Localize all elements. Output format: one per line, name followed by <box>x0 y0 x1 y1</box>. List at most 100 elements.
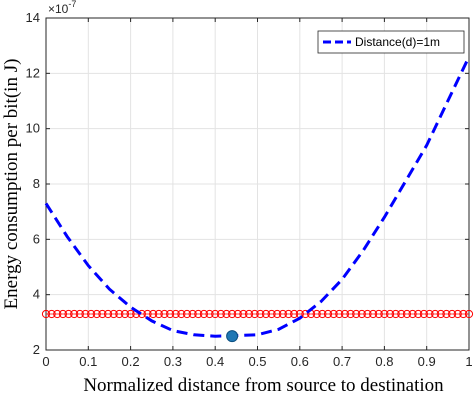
y-tick-label: 8 <box>33 176 40 191</box>
threshold-marker <box>244 309 254 319</box>
y-tick-label: 12 <box>26 65 40 80</box>
threshold-marker <box>87 309 96 319</box>
threshold-marker <box>459 309 468 319</box>
threshold-marker <box>374 309 383 319</box>
threshold-marker <box>453 309 462 319</box>
threshold-marker <box>165 309 175 319</box>
legend: Distance(d)=1m <box>317 30 465 54</box>
threshold-marker <box>391 309 400 319</box>
y-tick-label: 2 <box>33 342 40 357</box>
threshold-marker <box>278 309 287 319</box>
threshold-marker <box>120 309 130 319</box>
threshold-marker <box>323 309 333 319</box>
x-tick-label: 0.5 <box>248 354 266 369</box>
threshold-marker <box>149 309 158 319</box>
threshold-marker <box>216 309 225 319</box>
threshold-marker <box>154 309 163 319</box>
threshold-marker <box>346 309 355 319</box>
threshold-marker <box>431 309 440 319</box>
x-tick-label: 0.2 <box>122 354 140 369</box>
x-tick-label: 0.7 <box>333 354 351 369</box>
threshold-marker <box>177 309 186 319</box>
threshold-marker <box>75 309 84 319</box>
y-tick-label: 6 <box>33 231 40 246</box>
threshold-marker <box>256 309 265 319</box>
threshold-marker <box>58 309 68 319</box>
threshold-marker <box>329 309 338 319</box>
threshold-marker <box>92 309 101 319</box>
threshold-marker <box>160 309 169 319</box>
x-tick-label: 0.1 <box>79 354 97 369</box>
threshold-marker <box>70 309 79 319</box>
threshold-marker <box>41 309 51 319</box>
y-tick-labels: 2 4 6 8 10 12 14 <box>26 10 40 357</box>
threshold-marker <box>250 309 259 319</box>
y-tick-label: 10 <box>26 121 40 136</box>
threshold-marker <box>414 309 423 319</box>
threshold-marker <box>239 309 248 319</box>
threshold-marker <box>363 309 372 319</box>
threshold-marker <box>290 309 299 319</box>
threshold-marker <box>261 309 271 319</box>
x-tick-labels: 0 0.1 0.2 0.3 0.4 0.5 0.6 0.7 0.8 0.9 1 <box>42 354 472 369</box>
threshold-marker <box>380 309 389 319</box>
threshold-marker <box>211 309 220 319</box>
threshold-marker <box>436 309 445 319</box>
x-tick-label: 0.8 <box>375 354 393 369</box>
threshold-marker <box>273 309 282 319</box>
threshold-marker <box>352 309 361 319</box>
y-axis-label: Energy consumption per bit(in J) <box>1 59 22 310</box>
x-tick-label: 1 <box>465 354 472 369</box>
x-tick-label: 0.4 <box>206 354 224 369</box>
threshold-marker <box>464 309 474 319</box>
x-tick-label: 0 <box>42 354 49 369</box>
threshold-marker <box>408 309 417 319</box>
y-tick-label: 14 <box>26 10 40 25</box>
y-exponent-power: -7 <box>68 0 76 9</box>
threshold-marker <box>182 309 192 319</box>
threshold-marker <box>442 309 451 319</box>
threshold-marker <box>425 309 434 319</box>
threshold-marker <box>194 309 203 319</box>
threshold-marker <box>402 309 412 319</box>
threshold-marker <box>64 309 73 319</box>
threshold-marker <box>397 309 406 319</box>
threshold-marker <box>357 309 366 319</box>
threshold-marker <box>318 309 327 319</box>
threshold-marker <box>47 309 56 319</box>
threshold-marker <box>103 309 113 319</box>
threshold-marker <box>369 309 378 319</box>
threshold-marker <box>312 309 321 319</box>
threshold-marker <box>53 309 62 319</box>
threshold-marker <box>137 309 146 319</box>
threshold-marker <box>233 309 242 319</box>
y-exponent-label: ×10-7 <box>48 0 76 16</box>
threshold-marker <box>385 309 395 319</box>
threshold-marker <box>267 309 276 319</box>
threshold-marker <box>171 309 180 319</box>
x-tick-label: 0.3 <box>164 354 182 369</box>
threshold-marker <box>222 309 231 319</box>
threshold-marker <box>340 309 350 319</box>
threshold-marker <box>205 309 214 319</box>
threshold-marker <box>126 309 135 319</box>
threshold-marker <box>447 309 457 319</box>
threshold-marker <box>188 309 197 319</box>
threshold-marker <box>109 309 118 319</box>
legend-box <box>317 30 465 54</box>
threshold-marker <box>335 309 344 319</box>
y-tick-label: 4 <box>33 287 40 302</box>
threshold-marker <box>419 309 428 319</box>
x-tick-label: 0.6 <box>291 354 309 369</box>
threshold-marker <box>199 309 209 319</box>
x-tick-label: 0.9 <box>418 354 436 369</box>
threshold-marker <box>115 309 124 319</box>
threshold-marker <box>284 309 293 319</box>
threshold-marker <box>81 309 90 319</box>
threshold-marker <box>98 309 107 319</box>
y-exponent-base: ×10 <box>48 2 69 16</box>
series-layer <box>41 56 474 343</box>
minimum-point <box>226 330 239 343</box>
